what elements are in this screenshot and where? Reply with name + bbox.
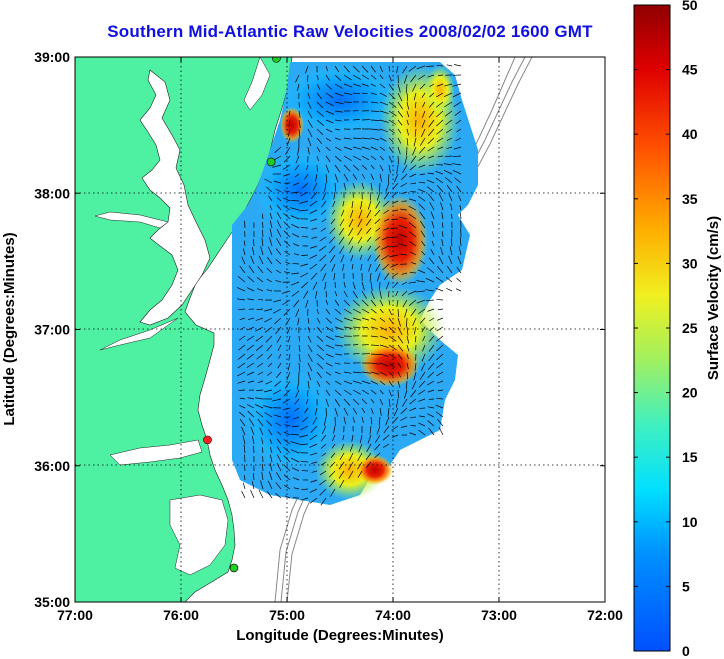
- colorbar-tick-label: 30: [682, 255, 698, 271]
- x-tick-label: 77:00: [57, 607, 93, 623]
- colorbar-tick-label: 25: [682, 320, 698, 336]
- colorbar-tick-label: 5: [682, 578, 690, 594]
- colorbar-tick-label: 50: [682, 0, 698, 13]
- radar-station-marker: [203, 435, 212, 445]
- map-grid: [75, 57, 605, 602]
- colorbar-tick-label: 45: [682, 62, 698, 78]
- radar-station-marker: [266, 157, 276, 167]
- x-tick-label: 72:00: [587, 607, 623, 623]
- colorbar-tick-label: 10: [682, 514, 698, 530]
- potomac-river: [94, 211, 169, 229]
- y-axis-ticks: 39:00 38:00 37:00 36:00 35:00: [34, 49, 605, 610]
- radar-station-marker: [272, 57, 281, 63]
- x-axis-ticks: 77:00 76:00 75:00 74:00 73:00 72:00: [57, 57, 623, 623]
- colorbar-tick-label: 15: [682, 449, 698, 465]
- radar-stations: [203, 57, 281, 573]
- colorbar-tick-label: 20: [682, 385, 698, 401]
- colorbar: [633, 4, 671, 652]
- velocity-arrows: [236, 64, 462, 506]
- x-axis-label: Longitude (Degrees:Minutes): [236, 627, 444, 644]
- colorbar-tick-label: 40: [682, 126, 698, 142]
- y-tick-label: 38:00: [34, 185, 70, 201]
- colorbar-tick-label: 0: [682, 643, 690, 659]
- x-tick-label: 73:00: [481, 607, 517, 623]
- y-tick-label: 35:00: [34, 594, 70, 610]
- james-river: [99, 317, 179, 351]
- x-tick-label: 75:00: [269, 607, 305, 623]
- delaware-bay: [243, 57, 271, 111]
- colorbar-label: Surface Velocity (cm/s): [705, 216, 722, 380]
- y-tick-label: 37:00: [34, 322, 70, 338]
- y-tick-label: 36:00: [34, 458, 70, 474]
- colorbar-ticks: 0 5 10 15 20 25 30 35 40 45 50: [634, 0, 698, 659]
- map-title: Southern Mid-Atlantic Raw Velocities 200…: [107, 22, 593, 41]
- radar-station-marker: [229, 563, 239, 573]
- pamlico-sound: [169, 494, 229, 576]
- colorbar-tick-label: 35: [682, 191, 698, 207]
- x-tick-label: 76:00: [163, 607, 199, 623]
- y-axis-label: Latitude (Degrees:Minutes): [1, 232, 18, 425]
- chesapeake-bay: [139, 69, 211, 326]
- albemarle-sound: [109, 439, 203, 466]
- x-tick-label: 74:00: [375, 607, 411, 623]
- y-tick-label: 39:00: [34, 49, 70, 65]
